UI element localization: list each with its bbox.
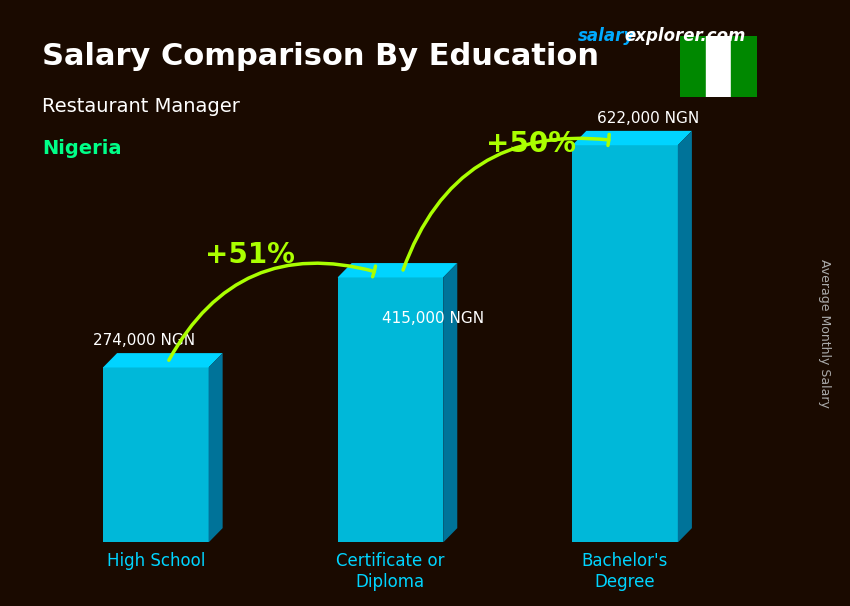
Polygon shape	[208, 353, 223, 542]
Text: Salary Comparison By Education: Salary Comparison By Education	[42, 42, 599, 72]
Text: +50%: +50%	[486, 130, 576, 158]
Text: Average Monthly Salary: Average Monthly Salary	[818, 259, 831, 408]
Bar	[572, 145, 677, 542]
Bar	[706, 36, 731, 97]
Polygon shape	[103, 353, 223, 367]
Text: +51%: +51%	[205, 241, 295, 270]
Text: Restaurant Manager: Restaurant Manager	[42, 97, 241, 116]
Polygon shape	[572, 131, 692, 145]
Bar	[680, 36, 705, 97]
Text: 274,000 NGN: 274,000 NGN	[93, 333, 196, 348]
Text: explorer.com: explorer.com	[625, 27, 746, 45]
Polygon shape	[443, 263, 457, 542]
Text: salary: salary	[578, 27, 635, 45]
Polygon shape	[337, 263, 457, 278]
Bar	[731, 36, 756, 97]
Text: 415,000 NGN: 415,000 NGN	[382, 311, 484, 326]
Bar	[337, 278, 443, 542]
Polygon shape	[677, 131, 692, 542]
Text: 622,000 NGN: 622,000 NGN	[598, 111, 700, 126]
Bar	[103, 367, 208, 542]
Text: Nigeria: Nigeria	[42, 139, 122, 158]
